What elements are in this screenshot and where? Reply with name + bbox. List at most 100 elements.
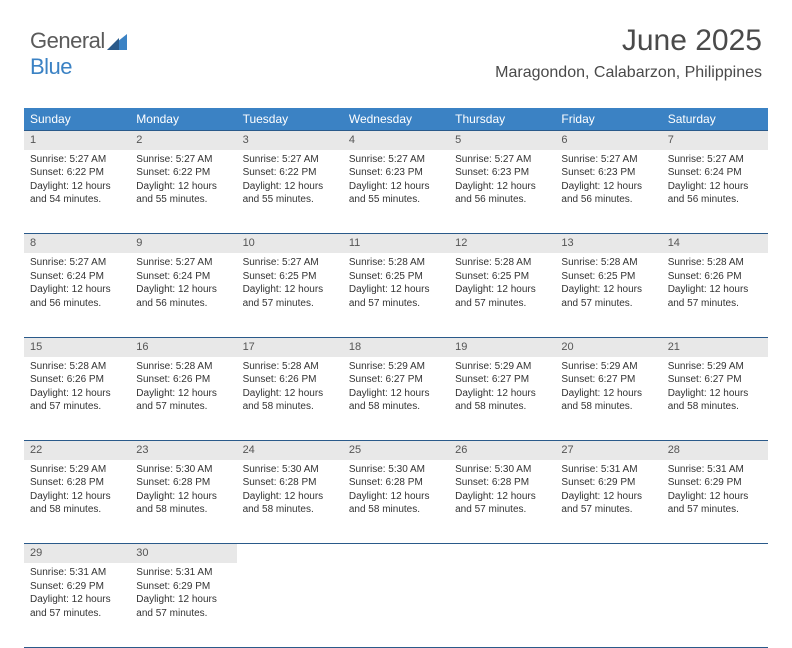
sunset-line: Sunset: 6:27 PM	[561, 373, 655, 387]
sunset-line: Sunset: 6:27 PM	[455, 373, 549, 387]
day-number-cell	[662, 544, 768, 563]
weekday-header-row: SundayMondayTuesdayWednesdayThursdayFrid…	[24, 108, 768, 131]
sunset-line: Sunset: 6:28 PM	[455, 476, 549, 490]
day-number-cell: 22	[24, 441, 130, 460]
day-number-cell: 30	[130, 544, 236, 563]
sunset-line: Sunset: 6:25 PM	[349, 270, 443, 284]
day-detail-cell: Sunrise: 5:27 AMSunset: 6:23 PMDaylight:…	[555, 150, 661, 234]
day-number-cell: 19	[449, 337, 555, 356]
day-detail-cell: Sunrise: 5:27 AMSunset: 6:24 PMDaylight:…	[662, 150, 768, 234]
sunset-line: Sunset: 6:27 PM	[668, 373, 762, 387]
day-detail-cell: Sunrise: 5:27 AMSunset: 6:25 PMDaylight:…	[237, 253, 343, 337]
daynum-row: 15161718192021	[24, 337, 768, 356]
sunrise-line: Sunrise: 5:29 AM	[30, 463, 124, 477]
daylight-line: Daylight: 12 hours and 55 minutes.	[136, 180, 230, 207]
day-number-cell: 14	[662, 234, 768, 253]
detail-row: Sunrise: 5:27 AMSunset: 6:24 PMDaylight:…	[24, 253, 768, 337]
weekday-header: Thursday	[449, 108, 555, 131]
sunset-line: Sunset: 6:29 PM	[136, 580, 230, 594]
sunrise-line: Sunrise: 5:31 AM	[136, 566, 230, 580]
daylight-line: Daylight: 12 hours and 56 minutes.	[455, 180, 549, 207]
logo-text-1: General	[30, 28, 105, 53]
day-number-cell: 8	[24, 234, 130, 253]
day-detail-cell: Sunrise: 5:28 AMSunset: 6:26 PMDaylight:…	[24, 357, 130, 441]
sunset-line: Sunset: 6:24 PM	[30, 270, 124, 284]
daylight-line: Daylight: 12 hours and 58 minutes.	[561, 387, 655, 414]
day-number-cell: 27	[555, 441, 661, 460]
day-detail-cell: Sunrise: 5:31 AMSunset: 6:29 PMDaylight:…	[130, 563, 236, 647]
logo-text-2: Blue	[30, 54, 72, 79]
detail-row: Sunrise: 5:31 AMSunset: 6:29 PMDaylight:…	[24, 563, 768, 647]
daylight-line: Daylight: 12 hours and 58 minutes.	[243, 387, 337, 414]
sunrise-line: Sunrise: 5:29 AM	[455, 360, 549, 374]
daylight-line: Daylight: 12 hours and 57 minutes.	[243, 283, 337, 310]
sunset-line: Sunset: 6:25 PM	[561, 270, 655, 284]
sunrise-line: Sunrise: 5:27 AM	[561, 153, 655, 167]
day-detail-cell: Sunrise: 5:29 AMSunset: 6:27 PMDaylight:…	[555, 357, 661, 441]
weekday-header: Tuesday	[237, 108, 343, 131]
sunset-line: Sunset: 6:29 PM	[30, 580, 124, 594]
day-detail-cell: Sunrise: 5:30 AMSunset: 6:28 PMDaylight:…	[237, 460, 343, 544]
sunset-line: Sunset: 6:22 PM	[136, 166, 230, 180]
day-number-cell: 28	[662, 441, 768, 460]
day-number-cell: 2	[130, 131, 236, 150]
day-number-cell: 26	[449, 441, 555, 460]
day-number-cell: 17	[237, 337, 343, 356]
day-number-cell: 7	[662, 131, 768, 150]
daylight-line: Daylight: 12 hours and 58 minutes.	[455, 387, 549, 414]
sunrise-line: Sunrise: 5:27 AM	[30, 153, 124, 167]
sunrise-line: Sunrise: 5:31 AM	[561, 463, 655, 477]
day-detail-cell: Sunrise: 5:31 AMSunset: 6:29 PMDaylight:…	[555, 460, 661, 544]
sunset-line: Sunset: 6:24 PM	[136, 270, 230, 284]
sunset-line: Sunset: 6:22 PM	[243, 166, 337, 180]
day-number-cell: 16	[130, 337, 236, 356]
sunrise-line: Sunrise: 5:31 AM	[30, 566, 124, 580]
sunset-line: Sunset: 6:28 PM	[136, 476, 230, 490]
sunrise-line: Sunrise: 5:29 AM	[561, 360, 655, 374]
sunrise-line: Sunrise: 5:28 AM	[243, 360, 337, 374]
day-number-cell: 3	[237, 131, 343, 150]
sunrise-line: Sunrise: 5:29 AM	[668, 360, 762, 374]
day-detail-cell: Sunrise: 5:27 AMSunset: 6:22 PMDaylight:…	[24, 150, 130, 234]
daylight-line: Daylight: 12 hours and 58 minutes.	[349, 387, 443, 414]
sunset-line: Sunset: 6:26 PM	[243, 373, 337, 387]
weekday-header: Sunday	[24, 108, 130, 131]
header: June 2025 Maragondon, Calabarzon, Philip…	[495, 24, 762, 82]
day-number-cell	[555, 544, 661, 563]
sunrise-line: Sunrise: 5:27 AM	[136, 256, 230, 270]
sunset-line: Sunset: 6:27 PM	[349, 373, 443, 387]
sunrise-line: Sunrise: 5:30 AM	[136, 463, 230, 477]
day-detail-cell: Sunrise: 5:28 AMSunset: 6:26 PMDaylight:…	[130, 357, 236, 441]
day-number-cell: 11	[343, 234, 449, 253]
day-number-cell: 25	[343, 441, 449, 460]
daylight-line: Daylight: 12 hours and 57 minutes.	[668, 283, 762, 310]
day-detail-cell: Sunrise: 5:29 AMSunset: 6:27 PMDaylight:…	[343, 357, 449, 441]
sunrise-line: Sunrise: 5:30 AM	[455, 463, 549, 477]
day-detail-cell: Sunrise: 5:27 AMSunset: 6:24 PMDaylight:…	[130, 253, 236, 337]
sunrise-line: Sunrise: 5:28 AM	[30, 360, 124, 374]
day-number-cell: 5	[449, 131, 555, 150]
day-detail-cell: Sunrise: 5:28 AMSunset: 6:26 PMDaylight:…	[237, 357, 343, 441]
daylight-line: Daylight: 12 hours and 57 minutes.	[136, 387, 230, 414]
day-number-cell: 1	[24, 131, 130, 150]
daylight-line: Daylight: 12 hours and 57 minutes.	[455, 490, 549, 517]
daylight-line: Daylight: 12 hours and 58 minutes.	[30, 490, 124, 517]
day-detail-cell: Sunrise: 5:27 AMSunset: 6:24 PMDaylight:…	[24, 253, 130, 337]
sunrise-line: Sunrise: 5:30 AM	[243, 463, 337, 477]
day-number-cell: 4	[343, 131, 449, 150]
sunset-line: Sunset: 6:25 PM	[455, 270, 549, 284]
sunset-line: Sunset: 6:23 PM	[561, 166, 655, 180]
logo: General Blue	[30, 28, 127, 80]
day-detail-cell: Sunrise: 5:31 AMSunset: 6:29 PMDaylight:…	[24, 563, 130, 647]
weekday-header: Saturday	[662, 108, 768, 131]
daynum-row: 1234567	[24, 131, 768, 150]
daylight-line: Daylight: 12 hours and 58 minutes.	[668, 387, 762, 414]
day-detail-cell	[449, 563, 555, 647]
day-number-cell	[449, 544, 555, 563]
daylight-line: Daylight: 12 hours and 57 minutes.	[561, 283, 655, 310]
day-detail-cell: Sunrise: 5:30 AMSunset: 6:28 PMDaylight:…	[130, 460, 236, 544]
day-detail-cell: Sunrise: 5:30 AMSunset: 6:28 PMDaylight:…	[449, 460, 555, 544]
day-number-cell: 21	[662, 337, 768, 356]
daylight-line: Daylight: 12 hours and 57 minutes.	[30, 387, 124, 414]
detail-row: Sunrise: 5:27 AMSunset: 6:22 PMDaylight:…	[24, 150, 768, 234]
